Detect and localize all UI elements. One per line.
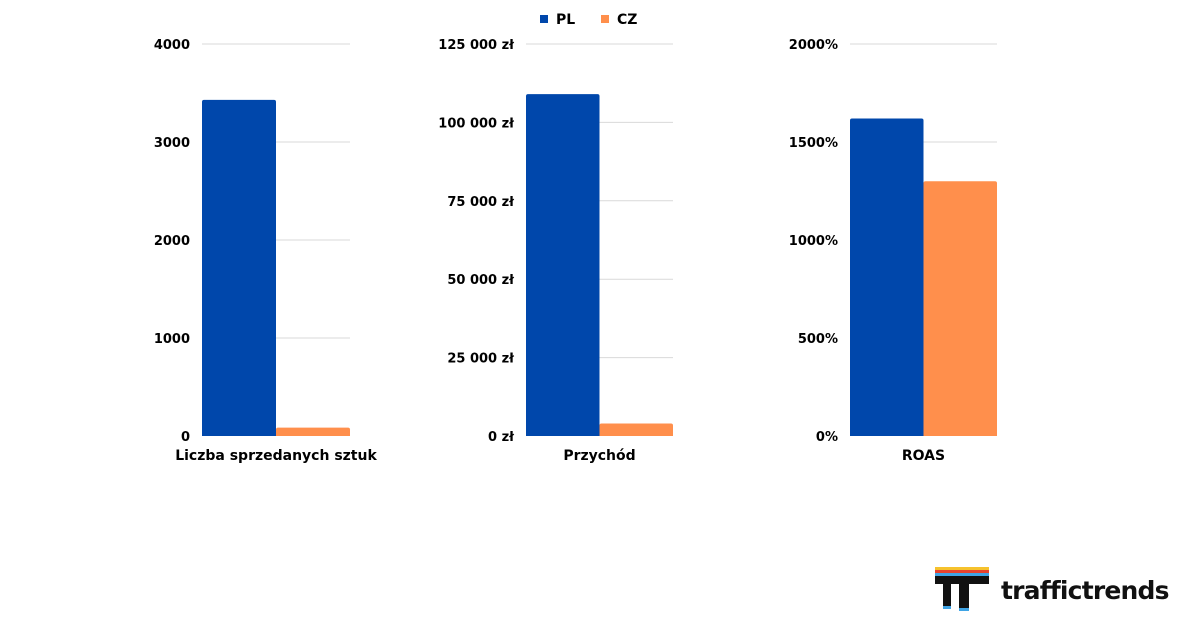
legend-swatch-pl	[540, 15, 548, 23]
y-tick-label: 1000%	[789, 234, 838, 249]
bar-pl	[202, 99, 276, 437]
y-tick-label: 500%	[798, 332, 838, 347]
y-tick-label: 25 000 zł	[447, 352, 515, 367]
x-category-label: ROAS	[902, 448, 945, 464]
bar-cz	[599, 423, 673, 436]
y-tick-label: 2000%	[789, 38, 838, 53]
y-tick-label: 50 000 zł	[447, 273, 515, 288]
y-tick-label: 0%	[816, 430, 838, 445]
legend-swatch-cz	[601, 15, 609, 23]
y-tick-label: 3000	[154, 136, 190, 151]
y-tick-label: 0 zł	[488, 430, 515, 445]
x-category-label: Liczba sprzedanych sztuk	[175, 448, 377, 464]
traffictrends-logo-mark-icon	[935, 567, 989, 611]
y-tick-label: 0	[181, 430, 190, 445]
traffictrends-logo: traffictrends	[935, 567, 1170, 611]
logo-wordmark: traffictrends	[1001, 575, 1170, 605]
bar-cz	[923, 181, 997, 436]
y-tick-label: 75 000 zł	[447, 195, 515, 210]
y-tick-label: 4000	[154, 38, 190, 53]
bar-pl	[526, 94, 600, 437]
bar-pl	[850, 118, 924, 436]
legend-label-cz: CZ	[617, 12, 637, 28]
x-category-label: Przychód	[563, 448, 635, 464]
legend-label-pl: PL	[556, 12, 575, 28]
y-tick-label: 125 000 zł	[438, 38, 515, 53]
bar-cz	[276, 427, 350, 436]
y-tick-label: 1500%	[789, 136, 838, 151]
y-tick-label: 2000	[154, 234, 190, 249]
y-tick-label: 1000	[154, 332, 190, 347]
y-tick-label: 100 000 zł	[438, 116, 515, 131]
